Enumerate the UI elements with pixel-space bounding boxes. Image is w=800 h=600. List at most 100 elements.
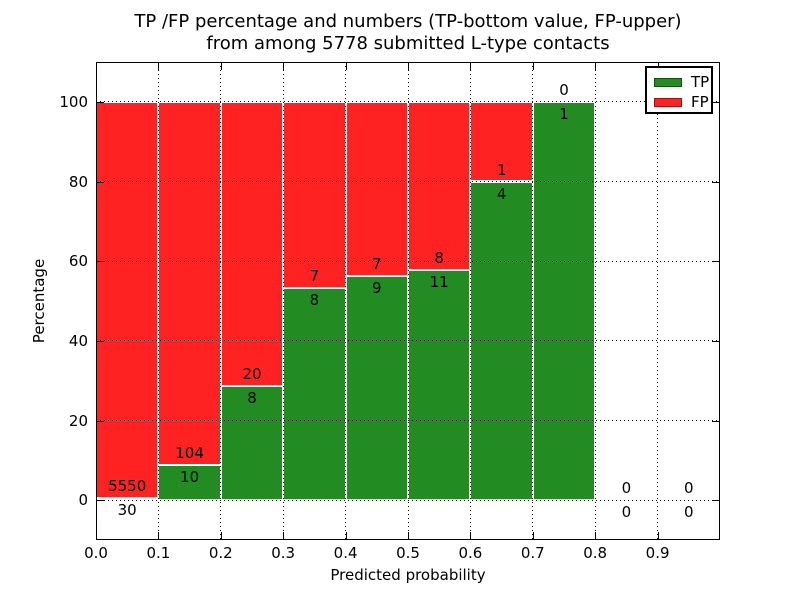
x-tick-label: 0.0 bbox=[84, 544, 108, 562]
chart-title-line2: from among 5778 submitted L-type contact… bbox=[206, 33, 610, 54]
y-tick-label: 0 bbox=[78, 491, 88, 510]
tp-count-label: 8 bbox=[247, 389, 257, 408]
y-tick bbox=[712, 181, 719, 183]
y-tick bbox=[712, 500, 719, 502]
legend-label-fp: FP bbox=[691, 93, 709, 111]
bar-tp-segment bbox=[532, 101, 596, 501]
fp-count-label: 1 bbox=[496, 160, 507, 179]
fp-count-label: 5550 bbox=[108, 477, 147, 496]
x-tick bbox=[595, 532, 597, 539]
x-tick bbox=[345, 532, 347, 539]
x-tick-label: 0.1 bbox=[146, 544, 171, 562]
fp-count-label: 0 bbox=[559, 80, 569, 99]
x-tick bbox=[220, 63, 222, 70]
x-tick bbox=[470, 532, 472, 539]
x-tick-label: 0.4 bbox=[333, 544, 358, 562]
x-tick bbox=[532, 63, 534, 70]
gridline-x bbox=[469, 62, 471, 540]
x-tick-label: 0.6 bbox=[458, 544, 483, 562]
bar-fp-segment bbox=[96, 101, 159, 499]
gridline-x bbox=[220, 62, 222, 540]
gridline-x bbox=[594, 62, 596, 540]
x-tick bbox=[96, 532, 97, 539]
fp-count-label: 0 bbox=[621, 479, 632, 498]
bar-fp-segment bbox=[220, 101, 284, 387]
legend-swatch-fp-icon bbox=[654, 97, 682, 107]
bar-tp-segment bbox=[345, 276, 408, 501]
bar-tp-segment bbox=[283, 287, 346, 501]
y-tick bbox=[712, 420, 719, 422]
gridline-x bbox=[282, 62, 284, 540]
legend-item-fp: FP bbox=[647, 92, 711, 112]
x-tick bbox=[532, 532, 534, 539]
y-tick-label: 20 bbox=[68, 411, 88, 430]
y-tick bbox=[97, 420, 104, 422]
gridline-x bbox=[532, 62, 534, 540]
y-tick-label: 80 bbox=[68, 172, 88, 191]
y-tick bbox=[97, 340, 104, 342]
fp-count-label: 0 bbox=[684, 479, 694, 498]
gridline-x bbox=[407, 62, 409, 540]
y-axis-label: Percentage bbox=[30, 258, 48, 344]
fp-count-label: 7 bbox=[309, 266, 320, 285]
fp-count-label: 7 bbox=[372, 255, 382, 274]
x-tick bbox=[408, 63, 409, 70]
plot-frame bbox=[96, 62, 720, 540]
x-tick bbox=[408, 532, 409, 539]
y-tick-label: 100 bbox=[59, 92, 88, 111]
x-tick-label: 0.5 bbox=[396, 544, 420, 562]
tp-count-label: 11 bbox=[429, 272, 449, 291]
legend-item-tp: TP bbox=[647, 72, 711, 92]
y-tick bbox=[712, 340, 719, 342]
fp-count-label: 8 bbox=[434, 248, 444, 267]
legend-label-tp: TP bbox=[691, 73, 710, 91]
x-tick bbox=[220, 532, 222, 539]
chart-title: TP /FP percentage and numbers (TP-bottom… bbox=[16, 11, 800, 55]
x-tick-label: 0.3 bbox=[271, 544, 296, 562]
x-tick bbox=[657, 532, 659, 539]
x-tick bbox=[595, 63, 597, 70]
tp-count-label: 10 bbox=[180, 468, 200, 487]
bar-tp-segment bbox=[220, 386, 284, 501]
y-tick bbox=[97, 101, 104, 103]
x-axis-label: Predicted probability bbox=[330, 566, 486, 584]
gridline-x bbox=[657, 62, 659, 540]
y-tick bbox=[712, 261, 719, 263]
x-tick bbox=[283, 63, 285, 70]
x-tick bbox=[158, 63, 160, 70]
x-tick bbox=[158, 532, 160, 539]
y-tick bbox=[97, 500, 104, 502]
tp-count-label: 0 bbox=[684, 503, 694, 522]
tp-count-label: 0 bbox=[621, 503, 632, 522]
x-tick bbox=[345, 63, 347, 70]
bar-fp-segment bbox=[408, 101, 471, 270]
legend: TP FP bbox=[645, 66, 713, 114]
bar-fp-segment bbox=[345, 101, 408, 277]
bar-tp-segment bbox=[408, 269, 471, 501]
fp-count-label: 104 bbox=[175, 444, 204, 463]
y-tick bbox=[97, 181, 104, 183]
x-tick-label: 0.2 bbox=[208, 544, 233, 562]
fp-count-label: 20 bbox=[242, 365, 262, 384]
tp-count-label: 4 bbox=[496, 184, 507, 203]
chart-title-line1: TP /FP percentage and numbers (TP-bottom… bbox=[134, 11, 682, 32]
y-tick bbox=[97, 261, 104, 263]
y-tick bbox=[712, 101, 719, 103]
x-tick bbox=[96, 63, 97, 70]
y-tick-label: 60 bbox=[68, 252, 88, 271]
tp-count-label: 8 bbox=[309, 290, 320, 309]
y-tick-label: 40 bbox=[68, 331, 88, 350]
bar-fp-segment bbox=[158, 101, 221, 466]
tp-count-label: 30 bbox=[117, 501, 137, 520]
tp-count-label: 1 bbox=[559, 104, 569, 123]
x-tick bbox=[283, 532, 285, 539]
bar-fp-segment bbox=[283, 101, 346, 288]
x-tick bbox=[470, 63, 472, 70]
x-tick-label: 0.7 bbox=[520, 544, 545, 562]
x-tick-label: 0.8 bbox=[583, 544, 608, 562]
tp-count-label: 9 bbox=[372, 279, 382, 298]
gridline-x bbox=[157, 62, 159, 540]
legend-swatch-tp-icon bbox=[654, 77, 682, 87]
gridline-x bbox=[345, 62, 347, 540]
